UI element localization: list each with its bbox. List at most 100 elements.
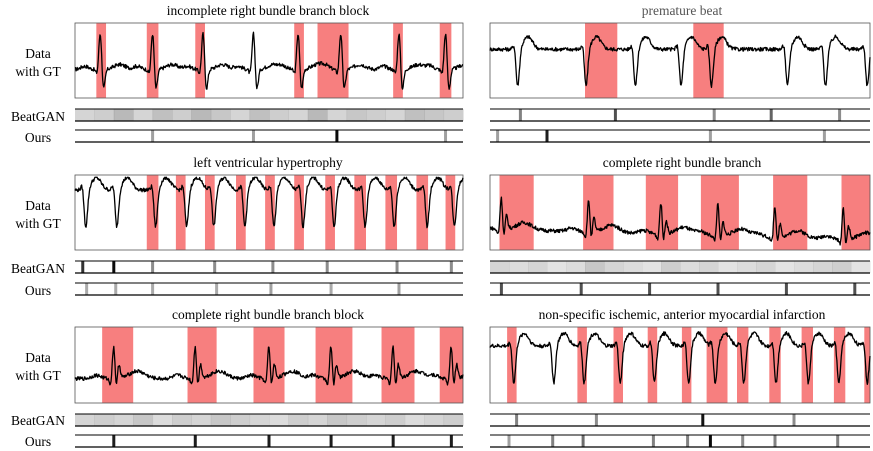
- beatgan-score-cell: [404, 109, 425, 121]
- beatgan-score-cell: [113, 109, 134, 121]
- gt-anomaly-region: [204, 175, 215, 250]
- ours-score-peak: [551, 435, 555, 447]
- beatgan-score-peak: [449, 261, 453, 273]
- gt-anomaly-region: [385, 175, 398, 250]
- ours-score-peak: [507, 435, 511, 447]
- beatgan-score-cell: [269, 109, 289, 121]
- ours-score-peak: [151, 283, 155, 295]
- beatgan-score-cell: [775, 261, 795, 273]
- beatgan-score-cell: [832, 261, 852, 273]
- beatgan-score-cell: [94, 414, 115, 426]
- beatgan-score-cell: [113, 414, 134, 426]
- row-labels: Data with GT BeatGAN Ours Data with GT B…: [11, 46, 65, 449]
- ours-score-peak: [151, 130, 155, 142]
- baseline-label: BeatGAN: [11, 413, 65, 428]
- gt-anomaly-region: [146, 175, 159, 250]
- beatgan-score-cell: [718, 261, 738, 273]
- beatgan-score-cell: [191, 109, 212, 121]
- beatgan-strip: [490, 108, 870, 122]
- ours-score-peak: [267, 435, 271, 447]
- ours-strip: [490, 129, 870, 143]
- beatgan-strip: [490, 413, 870, 427]
- gt-anomaly-region: [833, 327, 846, 403]
- beatgan-score-cell: [385, 109, 406, 121]
- gt-anomaly-region: [265, 175, 275, 250]
- beatgan-strip: [75, 108, 464, 122]
- ours-score-peak: [335, 130, 339, 142]
- beatgan-score-cell: [813, 261, 833, 273]
- beatgan-score-cell: [699, 261, 719, 273]
- signal-frame: [74, 326, 464, 404]
- beatgan-score-cell: [249, 414, 270, 426]
- gt-anomaly-region: [769, 327, 781, 403]
- ecg-signal-line: [74, 176, 464, 229]
- ecg-panel: [74, 22, 464, 143]
- ours-label: Ours: [25, 130, 51, 145]
- ecg-panel: [489, 22, 871, 143]
- beatgan-score-cell: [249, 109, 270, 121]
- beatgan-score-peak: [395, 261, 399, 273]
- beatgan-score-cell: [604, 261, 624, 273]
- beatgan-score-peak: [769, 109, 773, 121]
- gt-anomaly-region: [864, 327, 870, 403]
- data-label-line1: Data: [25, 46, 50, 61]
- data-label-line2: with GT: [15, 368, 61, 383]
- gt-anomaly-region: [294, 175, 304, 250]
- ours-score-peak: [648, 283, 652, 295]
- beatgan-score-peak: [838, 109, 842, 121]
- signal-frame: [74, 22, 464, 99]
- ours-score-peak: [112, 435, 116, 447]
- baseline-label: BeatGAN: [11, 109, 65, 124]
- ours-score-peak: [496, 130, 500, 142]
- gt-anomaly-region: [146, 23, 159, 98]
- ecg-panel: [74, 326, 464, 448]
- panel-title: complete right bundle branch block: [172, 307, 364, 322]
- baseline-label: BeatGAN: [11, 261, 65, 276]
- beatgan-score-cell: [210, 414, 231, 426]
- gt-anomaly-region: [175, 175, 186, 250]
- panel-title: premature beat: [642, 3, 723, 18]
- ours-score-peak: [329, 435, 333, 447]
- beatgan-score-cell: [346, 109, 367, 121]
- ours-score-peak: [822, 130, 826, 142]
- beatgan-score-peak: [613, 109, 617, 121]
- ours-score-peak: [716, 283, 720, 295]
- gt-anomaly-region: [499, 175, 534, 250]
- gt-anomaly-region: [102, 327, 134, 403]
- ecg-signal-line: [489, 34, 871, 89]
- ours-score-peak: [193, 435, 197, 447]
- signal-frame: [489, 22, 871, 99]
- beatgan-score-cell: [424, 109, 445, 121]
- beatgan-score-cell: [404, 414, 425, 426]
- ours-score-peak: [85, 283, 89, 295]
- ours-score-peak: [708, 130, 712, 142]
- ours-strip: [75, 434, 463, 448]
- ours-score-peak: [708, 435, 712, 447]
- gt-anomaly-region: [195, 23, 205, 98]
- gt-anomaly-region: [187, 327, 217, 403]
- ours-score-peak: [773, 435, 777, 447]
- ours-score-peak: [269, 283, 273, 295]
- beatgan-score-cell: [794, 261, 814, 273]
- beatgan-score-cell: [424, 414, 445, 426]
- ours-score-peak: [444, 130, 448, 142]
- ecg-signal-line: [489, 196, 871, 246]
- panel-title: incomplete right bundle branch block: [167, 3, 370, 18]
- signal-frame: [74, 174, 464, 251]
- gt-anomaly-region: [416, 175, 429, 250]
- gt-anomaly-region: [253, 327, 285, 403]
- beatgan-score-cell: [366, 414, 386, 426]
- gt-anomaly-region: [236, 175, 246, 250]
- beatgan-score-cell: [366, 109, 386, 121]
- beatgan-score-cell: [307, 414, 328, 426]
- beatgan-score-cell: [172, 109, 192, 121]
- beatgan-score-cell: [585, 261, 605, 273]
- gt-anomaly-region: [693, 23, 724, 98]
- gt-anomaly-region: [294, 23, 304, 98]
- beatgan-score-cell: [75, 414, 95, 426]
- ours-score-peak: [853, 283, 857, 295]
- ours-strip: [490, 282, 870, 296]
- beatgan-score-cell: [642, 261, 662, 273]
- beatgan-score-cell: [623, 261, 643, 273]
- beatgan-score-cell: [385, 414, 406, 426]
